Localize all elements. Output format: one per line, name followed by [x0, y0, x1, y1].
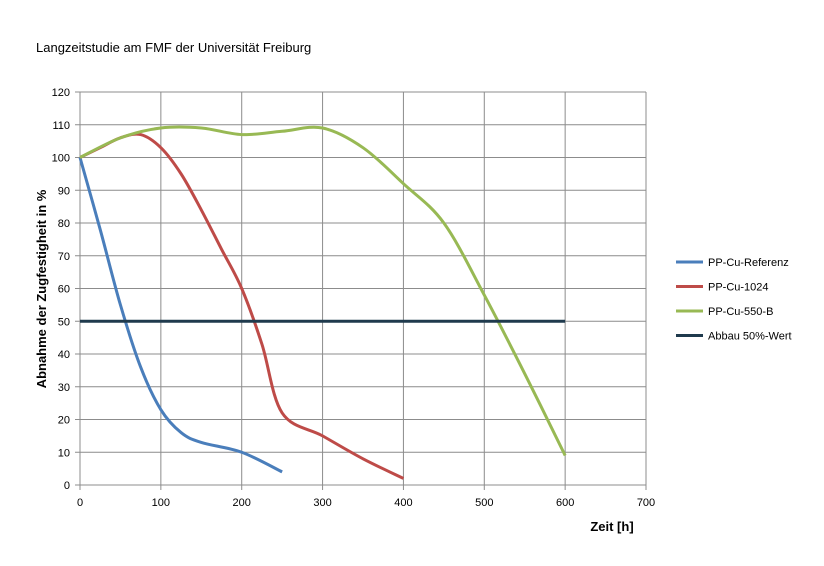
x-tick-label: 400 — [394, 497, 412, 509]
legend-label: PP-Cu-550-B — [708, 306, 773, 318]
legend-item: Abbau 50%-Wert — [676, 331, 792, 343]
chart-title: Langzeitstudie am FMF der Universität Fr… — [36, 40, 311, 55]
legend-item: PP-Cu-550-B — [676, 306, 773, 318]
y-tick-label: 10 — [58, 447, 70, 459]
x-tick-label: 100 — [152, 497, 170, 509]
x-tick-label: 300 — [313, 497, 331, 509]
y-tick-label: 70 — [58, 251, 70, 263]
y-tick-label: 20 — [58, 415, 70, 427]
y-tick-label: 40 — [58, 349, 70, 361]
y-tick-label: 90 — [58, 185, 70, 197]
y-tick-label: 30 — [58, 382, 70, 394]
x-axis-label: Zeit [h] — [590, 519, 633, 534]
x-tick-label: 500 — [475, 497, 493, 509]
legend: PP-Cu-Referenz PP-Cu-1024 PP-Cu-550-B Abbau… — [676, 257, 792, 343]
series-lines — [78, 125, 567, 480]
x-tick-label: 600 — [556, 497, 574, 509]
y-tick-label: 100 — [52, 153, 70, 165]
y-axis-label: Abnahme der Zugfestigheit in % — [34, 189, 49, 388]
x-tick-label: 200 — [233, 497, 251, 509]
y-tick-label: 50 — [58, 316, 70, 328]
y-tick-label: 0 — [64, 480, 70, 492]
y-tick-label: 120 — [52, 87, 70, 99]
series-line-pp-cu-referenz — [78, 157, 283, 474]
series-line-pp-cu-550-b — [79, 125, 567, 457]
x-tick-label: 700 — [637, 497, 655, 509]
legend-label: PP-Cu-Referenz — [708, 257, 789, 269]
y-tick-label: 80 — [58, 218, 70, 230]
legend-label: PP-Cu-1024 — [708, 282, 769, 294]
x-tick-label: 0 — [77, 497, 83, 509]
legend-item: PP-Cu-Referenz — [676, 257, 789, 269]
y-tick-label: 110 — [52, 120, 70, 132]
legend-label: Abbau 50%-Wert — [708, 331, 792, 343]
y-tick-label: 60 — [58, 284, 70, 296]
legend-item: PP-Cu-1024 — [676, 282, 769, 294]
